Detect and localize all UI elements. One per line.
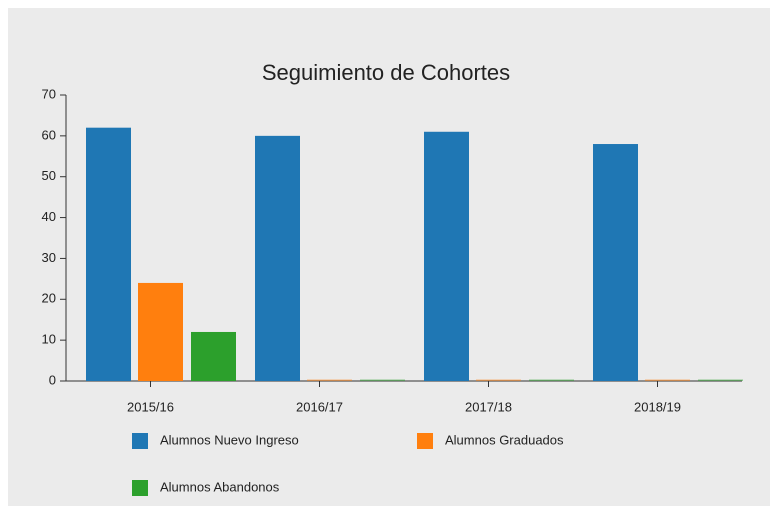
bar (307, 379, 352, 381)
chart-title: Seguimiento de Cohortes (262, 60, 510, 85)
x-tick-label: 2016/17 (296, 399, 343, 414)
legend-swatch (132, 433, 148, 449)
x-tick-label: 2017/18 (465, 399, 512, 414)
bar (529, 379, 574, 381)
legend-label: Alumnos Abandonos (160, 479, 280, 494)
bar (191, 331, 236, 381)
y-tick-label: 30 (42, 250, 56, 265)
legend-swatch (417, 433, 433, 449)
y-tick-label: 60 (42, 127, 56, 142)
x-tick-label: 2018/19 (634, 399, 681, 414)
y-tick-label: 70 (42, 86, 56, 101)
legend-label: Alumnos Nuevo Ingreso (160, 432, 299, 447)
legend-swatch (132, 480, 148, 496)
bar (645, 379, 690, 381)
bar (424, 131, 469, 381)
bar (698, 379, 743, 381)
bar (593, 144, 638, 381)
bar (360, 379, 405, 381)
y-tick-label: 10 (42, 332, 56, 347)
x-tick-label: 2015/16 (127, 399, 174, 414)
bar (86, 127, 131, 381)
y-tick-label: 0 (49, 372, 56, 387)
legend-label: Alumnos Graduados (445, 432, 564, 447)
bar (476, 379, 521, 381)
background (8, 8, 770, 506)
y-tick-label: 50 (42, 168, 56, 183)
bar (138, 282, 183, 381)
bar (255, 135, 300, 381)
y-tick-label: 40 (42, 209, 56, 224)
y-tick-label: 20 (42, 291, 56, 306)
